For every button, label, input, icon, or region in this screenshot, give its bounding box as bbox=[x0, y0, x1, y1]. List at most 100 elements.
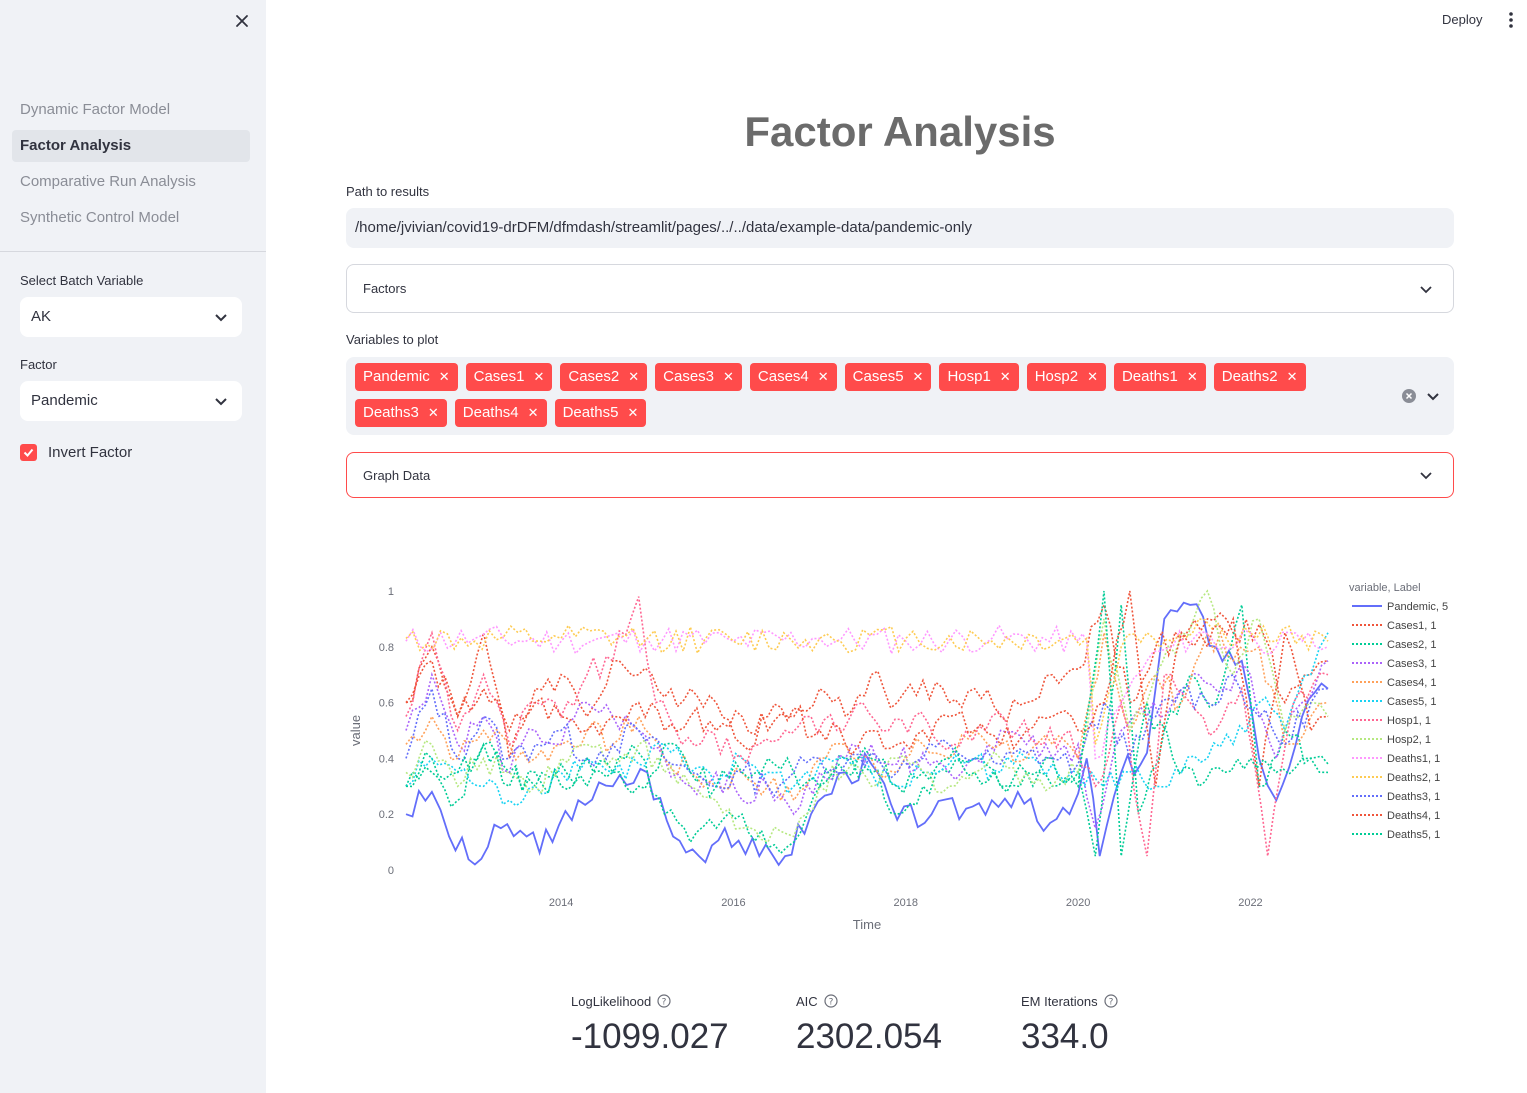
remove-tag-icon[interactable]: ✕ bbox=[999, 369, 1011, 384]
graph-data-expander[interactable]: Graph Data bbox=[346, 452, 1454, 498]
nav-item-dynamic-factor-model[interactable]: Dynamic Factor Model bbox=[20, 101, 171, 118]
variable-tag-label: Deaths3 bbox=[363, 404, 419, 421]
chevron-down-icon bbox=[215, 314, 227, 322]
series-line-deaths4 bbox=[405, 590, 1329, 787]
remove-tag-icon[interactable]: ✕ bbox=[627, 405, 639, 420]
variable-tag-label: Deaths5 bbox=[562, 404, 619, 421]
nav-item-synthetic-control-model[interactable]: Synthetic Control Model bbox=[20, 209, 180, 226]
x-axis-title: Time bbox=[853, 917, 881, 932]
series-line-cases2 bbox=[405, 604, 1329, 857]
legend-item-label: Deaths5, 1 bbox=[1387, 829, 1440, 841]
variable-tag-label: Deaths1 bbox=[1121, 368, 1178, 385]
legend-item-label: Cases2, 1 bbox=[1387, 639, 1437, 651]
factor-select[interactable]: Pandemic bbox=[20, 381, 242, 421]
invert-factor-label: Invert Factor bbox=[48, 443, 133, 461]
svg-text:?: ? bbox=[1108, 997, 1113, 1007]
variable-tag[interactable]: Cases1 ✕ bbox=[465, 363, 553, 391]
variable-tag[interactable]: Cases4 ✕ bbox=[749, 363, 837, 391]
remove-tag-icon[interactable]: ✕ bbox=[1186, 369, 1198, 384]
metric-em-iterations: EM Iterations ? 334.0 bbox=[1021, 992, 1118, 1057]
variable-tag[interactable]: Deaths3 ✕ bbox=[355, 399, 447, 427]
close-sidebar-icon[interactable] bbox=[231, 10, 253, 32]
remove-tag-icon[interactable]: ✕ bbox=[438, 369, 450, 384]
nav-item-comparative-run-analysis[interactable]: Comparative Run Analysis bbox=[20, 173, 196, 190]
help-icon[interactable]: ? bbox=[657, 994, 671, 1008]
y-tick-label: 0 bbox=[388, 865, 394, 877]
batch-variable-select[interactable]: AK bbox=[20, 297, 242, 337]
sidebar-nav: Dynamic Factor Model Factor Analysis Com… bbox=[12, 94, 250, 238]
x-tick-label: 2014 bbox=[549, 897, 573, 909]
x-tick-label: 2016 bbox=[721, 897, 745, 909]
legend-item-label: Pandemic, 5 bbox=[1387, 601, 1448, 613]
variable-tag-label: Deaths2 bbox=[1221, 368, 1278, 385]
legend-item-label: Hosp1, 1 bbox=[1387, 715, 1431, 727]
invert-factor-checkbox[interactable]: Invert Factor bbox=[20, 441, 132, 463]
graph-data-expander-label: Graph Data bbox=[363, 468, 431, 483]
variables-label: Variables to plot bbox=[346, 332, 439, 347]
legend-item-label: Cases4, 1 bbox=[1387, 677, 1437, 689]
chevron-down-icon bbox=[215, 398, 227, 406]
series-line-pandemic bbox=[405, 601, 1329, 867]
help-icon[interactable]: ? bbox=[824, 994, 838, 1008]
path-label: Path to results bbox=[346, 184, 430, 199]
metric-label: EM Iterations bbox=[1021, 993, 1098, 1009]
more-options-icon[interactable] bbox=[1502, 10, 1520, 30]
variable-tag[interactable]: Hosp1 ✕ bbox=[939, 363, 1019, 391]
legend-item-label: Cases1, 1 bbox=[1387, 620, 1437, 632]
remove-tag-icon[interactable]: ✕ bbox=[1087, 369, 1098, 384]
legend-item-label: Deaths2, 1 bbox=[1387, 772, 1440, 784]
metric-label: AIC bbox=[796, 993, 818, 1009]
metric-label: LogLikelihood bbox=[571, 993, 652, 1009]
variable-tag[interactable]: Deaths2 ✕ bbox=[1213, 363, 1306, 391]
sidebar-divider bbox=[0, 251, 266, 252]
variable-tag-label: Hosp2 bbox=[1034, 368, 1079, 385]
factor-value: Pandemic bbox=[31, 392, 98, 409]
remove-tag-icon[interactable]: ✕ bbox=[527, 405, 539, 420]
series-line-deaths3 bbox=[405, 673, 1329, 798]
y-tick-label: 1 bbox=[388, 586, 394, 598]
variable-tag-label: Pandemic bbox=[363, 368, 430, 385]
page-title: Factor Analysis bbox=[744, 108, 1056, 155]
series-line-cases4 bbox=[405, 630, 1329, 803]
variable-tag-label: Deaths4 bbox=[462, 404, 519, 421]
chevron-down-icon[interactable] bbox=[1426, 389, 1440, 403]
variable-tag[interactable]: Pandemic ✕ bbox=[355, 363, 458, 391]
batch-variable-value: AK bbox=[31, 308, 52, 325]
path-input[interactable]: /home/jvivian/covid19-drDFM/dfmdash/stre… bbox=[346, 208, 1454, 248]
remove-tag-icon[interactable]: ✕ bbox=[628, 369, 640, 384]
x-tick-label: 2022 bbox=[1238, 897, 1262, 909]
metric-loglikelihood: LogLikelihood ? -1099.027 bbox=[571, 992, 729, 1057]
y-axis-title: value bbox=[348, 715, 363, 746]
variable-tag[interactable]: Cases3 ✕ bbox=[655, 363, 742, 391]
checkbox-checked-icon[interactable] bbox=[20, 443, 37, 461]
series-line-cases3 bbox=[405, 660, 1329, 831]
metric-value: -1099.027 bbox=[571, 1017, 729, 1056]
series-line-hosp1 bbox=[405, 596, 1329, 857]
factors-expander[interactable]: Factors bbox=[346, 264, 1454, 313]
nav-item-factor-analysis[interactable]: Factor Analysis bbox=[12, 130, 250, 162]
factor-label: Factor bbox=[20, 357, 57, 372]
batch-variable-label: Select Batch Variable bbox=[20, 273, 144, 288]
clear-all-icon[interactable] bbox=[1401, 388, 1417, 404]
variable-tag[interactable]: Deaths5 ✕ bbox=[554, 399, 647, 427]
variable-tag[interactable]: Deaths4 ✕ bbox=[454, 399, 547, 427]
remove-tag-icon[interactable]: ✕ bbox=[1286, 369, 1298, 384]
remove-tag-icon[interactable]: ✕ bbox=[723, 369, 734, 384]
remove-tag-icon[interactable]: ✕ bbox=[912, 369, 924, 384]
remove-tag-icon[interactable]: ✕ bbox=[427, 405, 439, 420]
sidebar: Dynamic Factor Model Factor Analysis Com… bbox=[0, 0, 266, 1093]
variable-tag[interactable]: Hosp2 ✕ bbox=[1026, 363, 1106, 391]
remove-tag-icon[interactable]: ✕ bbox=[817, 369, 829, 384]
variable-tag[interactable]: Cases5 ✕ bbox=[844, 363, 932, 391]
deploy-button[interactable]: Deploy bbox=[1442, 12, 1483, 27]
legend-item-label: Deaths1, 1 bbox=[1387, 753, 1440, 765]
variable-tag[interactable]: Cases2 ✕ bbox=[560, 363, 648, 391]
series-line-cases1 bbox=[405, 602, 1329, 759]
variables-multiselect[interactable]: Pandemic ✕ Cases1 ✕ Cases2 ✕ Cases3 ✕ Cases4 ✕ Cas… bbox=[346, 357, 1454, 435]
help-icon[interactable]: ? bbox=[1103, 994, 1118, 1008]
remove-tag-icon[interactable]: ✕ bbox=[533, 369, 545, 384]
svg-text:?: ? bbox=[828, 997, 833, 1007]
factors-expander-label: Factors bbox=[363, 281, 407, 296]
variable-tag[interactable]: Deaths1 ✕ bbox=[1113, 363, 1206, 391]
